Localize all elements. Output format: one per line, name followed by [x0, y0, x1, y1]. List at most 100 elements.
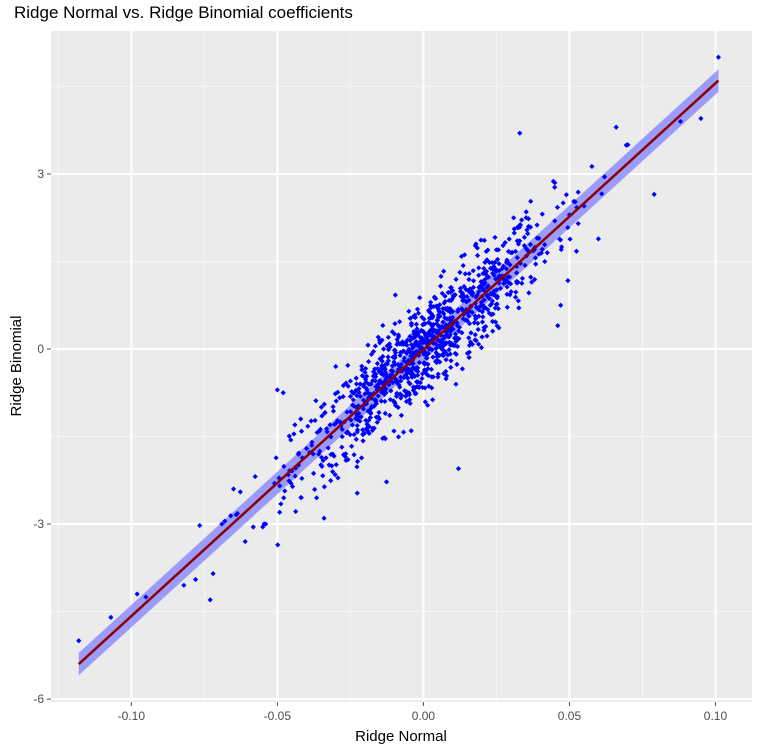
data-point	[484, 293, 491, 300]
data-point	[505, 279, 512, 286]
data-point	[274, 387, 280, 393]
data-point	[370, 425, 376, 431]
data-point	[359, 363, 365, 369]
data-point	[353, 436, 359, 442]
data-point	[320, 473, 326, 479]
data-point	[488, 312, 494, 318]
data-point	[495, 306, 501, 312]
data-point	[478, 282, 484, 288]
data-point	[426, 309, 432, 315]
data-point	[348, 417, 354, 423]
data-point	[436, 308, 442, 314]
data-point	[410, 364, 416, 371]
data-point	[365, 408, 371, 414]
data-point	[372, 378, 378, 384]
data-point	[360, 431, 366, 437]
data-point	[415, 332, 421, 338]
data-point	[329, 463, 335, 469]
data-point	[465, 287, 471, 294]
data-point	[397, 352, 403, 358]
data-point	[347, 432, 353, 438]
data-point	[444, 316, 450, 322]
data-point	[401, 355, 407, 361]
data-point	[447, 342, 454, 348]
data-point	[494, 293, 500, 299]
data-point	[442, 306, 449, 312]
data-point	[422, 360, 428, 366]
data-point	[397, 319, 403, 325]
data-point	[322, 409, 328, 416]
data-point	[420, 328, 427, 335]
data-point	[343, 451, 349, 457]
data-point	[312, 486, 318, 493]
data-point	[445, 352, 451, 358]
data-point	[339, 444, 345, 450]
data-point	[387, 412, 393, 418]
data-point	[527, 241, 534, 248]
data-point	[392, 292, 398, 298]
data-point	[376, 337, 383, 343]
data-point	[557, 237, 564, 243]
chart-title: Ridge Normal vs. Ridge Binomial coeffici…	[14, 3, 353, 22]
data-point	[467, 339, 474, 345]
data-point	[423, 335, 430, 341]
data-point	[422, 399, 428, 405]
data-point	[353, 381, 360, 387]
data-point	[416, 329, 422, 335]
data-point	[349, 422, 356, 428]
data-point	[401, 375, 407, 381]
data-point	[394, 341, 400, 348]
data-point	[560, 200, 566, 206]
data-point	[376, 369, 382, 375]
data-point	[436, 338, 442, 344]
data-point	[504, 291, 510, 297]
data-point	[460, 316, 466, 322]
data-point	[354, 429, 360, 435]
data-point	[470, 278, 477, 284]
data-point	[222, 518, 228, 524]
data-point	[316, 451, 322, 457]
data-point	[424, 351, 431, 357]
data-point	[514, 270, 520, 276]
data-point	[552, 180, 558, 186]
data-point	[422, 385, 428, 391]
data-point	[466, 276, 472, 283]
data-point	[412, 342, 418, 349]
data-point	[360, 438, 366, 444]
data-point	[342, 454, 348, 460]
data-point	[492, 259, 498, 265]
data-point	[483, 248, 489, 255]
data-point	[354, 422, 360, 429]
data-point	[452, 342, 458, 349]
data-point	[398, 374, 404, 380]
data-point	[501, 276, 507, 282]
data-point	[372, 366, 378, 372]
data-point	[382, 410, 388, 417]
data-point	[552, 184, 558, 190]
data-point	[386, 341, 393, 347]
data-point	[333, 363, 339, 370]
data-point	[424, 371, 430, 378]
data-point	[448, 297, 454, 304]
data-point	[471, 320, 477, 326]
data-point	[483, 268, 490, 275]
data-point	[374, 419, 380, 425]
data-point	[181, 582, 187, 588]
data-point	[425, 341, 431, 347]
data-point	[474, 252, 481, 259]
data-point	[298, 428, 305, 434]
data-point	[513, 278, 520, 285]
data-point	[317, 426, 324, 432]
data-point	[445, 289, 451, 296]
data-point	[456, 335, 462, 342]
data-point	[522, 262, 528, 268]
data-point	[418, 346, 424, 353]
y-tick-label: 3	[37, 167, 44, 181]
data-point	[407, 337, 413, 344]
data-point	[428, 321, 434, 327]
data-point	[454, 335, 460, 341]
data-point	[340, 394, 346, 400]
data-point	[354, 413, 360, 419]
data-point	[237, 489, 243, 495]
data-point	[440, 319, 446, 325]
